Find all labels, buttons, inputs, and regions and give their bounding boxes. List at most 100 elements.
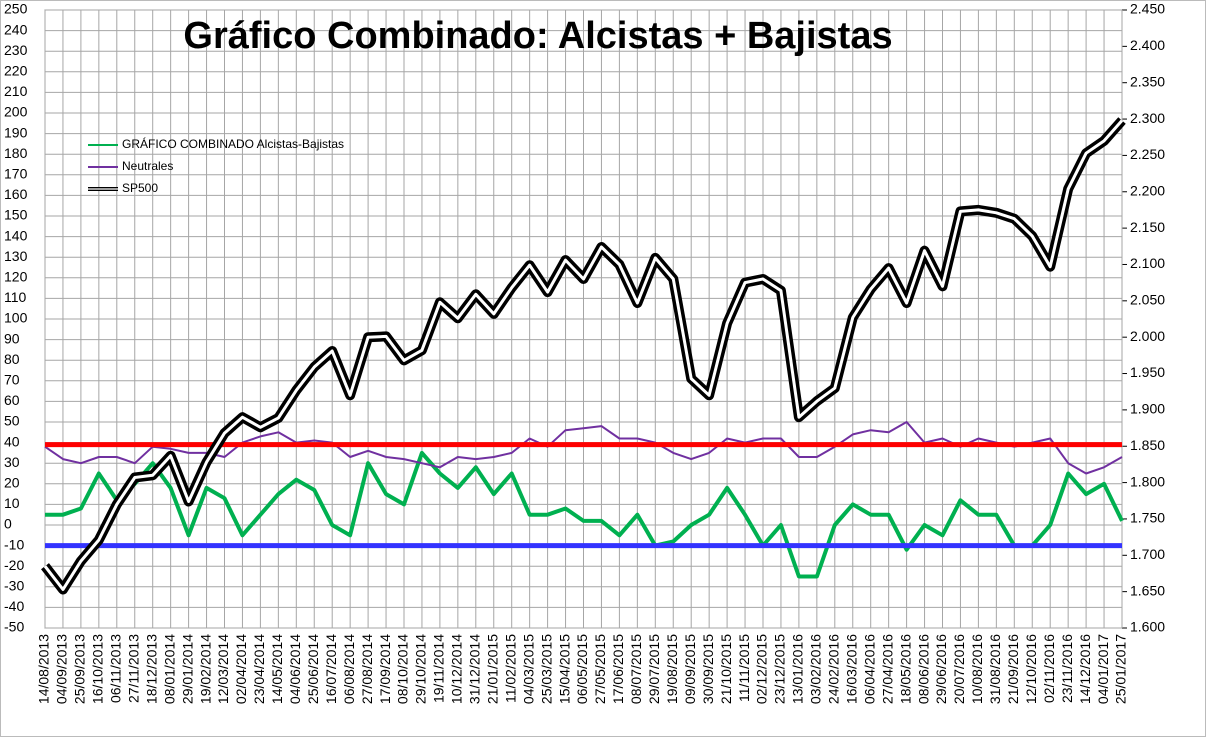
x-tick-label: 08/06/2016: [915, 634, 931, 704]
x-tick-label: 16/03/2016: [843, 634, 859, 704]
y2-tick-label: 1.750: [1130, 510, 1165, 526]
y2-tick-label: 1.800: [1130, 473, 1165, 489]
y-tick-label: 100: [4, 310, 28, 326]
x-tick-label: 23/12/2015: [772, 634, 788, 704]
y2-tick-label: 1.700: [1130, 546, 1165, 562]
legend-label: Neutrales: [122, 159, 173, 173]
y2-tick-label: 1.650: [1130, 582, 1165, 598]
x-tick-label: 16/10/2013: [90, 634, 106, 704]
x-tick-label: 14/05/2014: [269, 634, 285, 704]
y-tick-label: 210: [4, 83, 28, 99]
x-tick-label: 31/12/2014: [467, 634, 483, 704]
y-tick-label: 130: [4, 248, 28, 264]
x-tick-label: 11/11/2015: [736, 634, 752, 702]
x-tick-label: 27/05/2015: [592, 634, 608, 704]
y2-tick-label: 2.300: [1130, 110, 1165, 126]
x-tick-label: 10/12/2014: [449, 634, 465, 704]
x-tick-label: 25/01/2017: [1113, 634, 1129, 704]
x-tick-label: 31/08/2016: [987, 634, 1003, 704]
y2-tick-label: 1.950: [1130, 364, 1165, 380]
x-tick-label: 21/10/2015: [718, 634, 734, 704]
series-line-inner: [43, 119, 1124, 591]
x-tick-label: 24/02/2016: [826, 634, 842, 704]
marks: [41, 117, 1126, 595]
y-tick-label: 120: [4, 269, 28, 285]
legend-label: GRÁFICO COMBINADO Alcistas-Bajistas: [122, 136, 344, 151]
x-tick-label: 18/12/2013: [143, 634, 159, 704]
x-tick-label: 03/02/2016: [808, 634, 824, 704]
x-tick-label: 21/01/2015: [484, 634, 500, 704]
y-tick-label: -30: [4, 578, 24, 594]
y-tick-label: 50: [4, 413, 20, 429]
x-tick-label: 30/09/2015: [700, 634, 716, 704]
x-tick-label: 17/06/2015: [610, 634, 626, 704]
y-tick-label: 240: [4, 21, 28, 37]
x-tick-label: 27/04/2016: [879, 634, 895, 704]
x-tick-label: 06/05/2015: [574, 634, 590, 704]
x-tick-label: 15/04/2015: [556, 634, 572, 704]
y2-tick-label: 2.150: [1130, 219, 1165, 235]
x-tick-label: 02/11/2016: [1041, 634, 1057, 703]
x-tick-label: 06/08/2014: [341, 634, 357, 704]
x-tick-label: 29/10/2014: [413, 634, 429, 704]
x-tick-label: 23/11/2016: [1059, 634, 1075, 703]
y-tick-label: 230: [4, 42, 28, 58]
y2-tick-label: 2.000: [1130, 328, 1165, 344]
y-tick-label: 220: [4, 63, 28, 79]
x-tick-label: 04/03/2015: [520, 634, 536, 704]
y-tick-label: -40: [4, 598, 24, 614]
y2-tick-label: 1.850: [1130, 437, 1165, 453]
x-tick-label: 11/02/2015: [502, 634, 518, 703]
x-tick-label: 06/04/2016: [861, 634, 877, 704]
y-tick-label: 110: [4, 289, 27, 305]
y2-tick-label: 2.200: [1130, 182, 1165, 198]
y-tick-label: -50: [4, 619, 24, 635]
x-tick-label: 17/09/2014: [377, 634, 393, 704]
y-tick-label: 70: [4, 372, 20, 388]
y-tick-label: 10: [4, 495, 20, 511]
x-tick-label: 10/08/2016: [969, 634, 985, 704]
x-tick-label: 29/01/2014: [179, 634, 195, 704]
x-tick-label: 02/04/2014: [233, 634, 249, 704]
y-tick-label: 80: [4, 351, 20, 367]
y-tick-label: 40: [4, 433, 20, 449]
x-tick-label: 19/02/2014: [197, 634, 213, 704]
y2-tick-label: 2.400: [1130, 37, 1165, 53]
y-tick-label: 160: [4, 186, 28, 202]
chart-title: Gráfico Combinado: Alcistas + Bajistas: [183, 15, 892, 57]
x-tick-label: 04/01/2017: [1095, 634, 1111, 704]
x-tick-label: 12/03/2014: [215, 634, 231, 704]
series-line: [45, 450, 1124, 579]
x-tick-label: 04/09/2013: [54, 634, 70, 704]
x-tick-label: 06/11/2013: [108, 634, 124, 703]
x-tick-label: 29/07/2015: [646, 634, 662, 704]
x-tick-label: 27/11/2013: [125, 634, 141, 703]
x-tick-label: 08/07/2015: [628, 634, 644, 704]
y2-tick-label: 2.050: [1130, 292, 1165, 308]
y-tick-label: 250: [4, 1, 28, 17]
legend-label: SP500: [122, 181, 158, 195]
y-tick-label: 20: [4, 475, 20, 491]
x-tick-label: 13/01/2016: [790, 634, 806, 704]
y2-tick-label: 1.600: [1130, 619, 1165, 635]
x-tick-label: 04/06/2014: [287, 634, 303, 704]
x-tick-label: 08/10/2014: [395, 634, 411, 704]
x-tick-label: 08/01/2014: [161, 634, 177, 704]
y-tick-label: -10: [4, 536, 24, 552]
y-tick-label: 60: [4, 392, 20, 408]
y-tick-label: 150: [4, 207, 28, 223]
x-tick-label: 14/12/2016: [1077, 634, 1093, 704]
y-tick-label: -20: [4, 557, 24, 573]
x-tick-label: 25/09/2013: [72, 634, 88, 704]
y2-tick-label: 2.450: [1130, 1, 1165, 17]
y2-tick-label: 2.250: [1130, 146, 1165, 162]
y-tick-label: 140: [4, 227, 28, 243]
x-tick-label: 12/10/2016: [1023, 634, 1039, 704]
y-tick-label: 0: [4, 516, 12, 532]
x-tick-label: 02/12/2015: [754, 634, 770, 704]
x-tick-label: 21/09/2016: [1005, 634, 1021, 704]
x-tick-label: 25/03/2015: [538, 634, 554, 704]
x-tick-label: 16/07/2014: [323, 634, 339, 704]
y-tick-label: 90: [4, 330, 20, 346]
x-tick-label: 20/07/2016: [951, 634, 967, 704]
